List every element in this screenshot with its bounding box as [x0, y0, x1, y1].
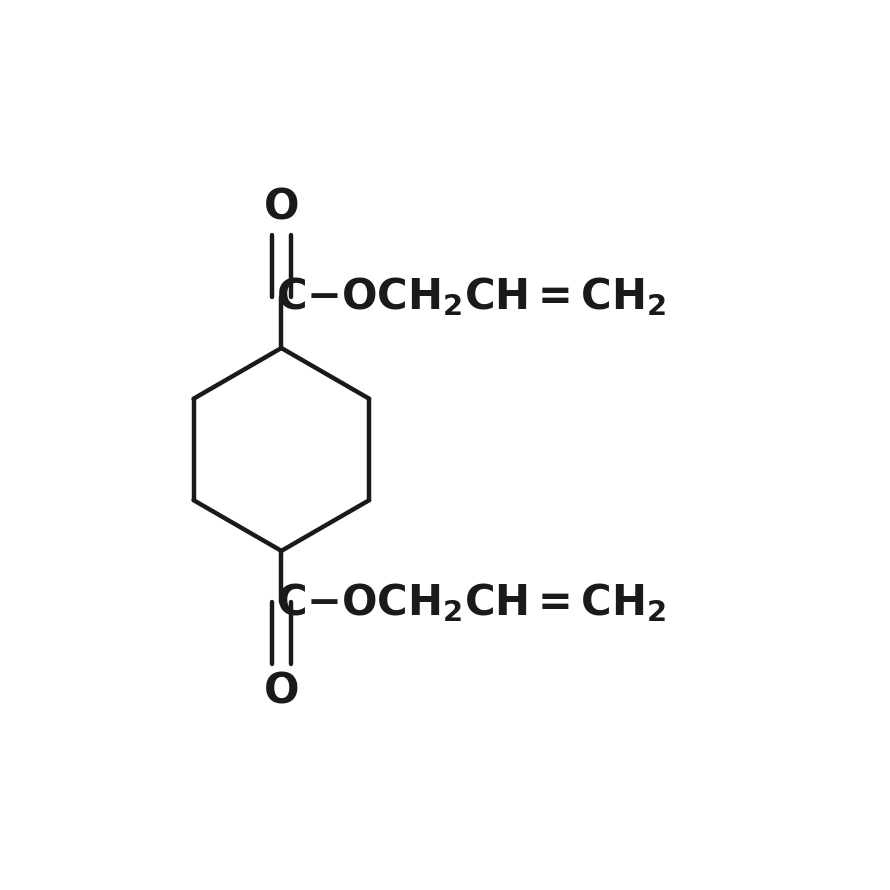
Text: O: O — [263, 670, 299, 712]
Text: O: O — [263, 187, 299, 229]
Text: C$\mathbf{-}$OCH$_\mathbf{2}$CH$\mathbf{=}$CH$_\mathbf{2}$: C$\mathbf{-}$OCH$_\mathbf{2}$CH$\mathbf{… — [276, 275, 666, 318]
Text: C$\mathbf{-}$OCH$_\mathbf{2}$CH$\mathbf{=}$CH$_\mathbf{2}$: C$\mathbf{-}$OCH$_\mathbf{2}$CH$\mathbf{… — [276, 581, 666, 624]
